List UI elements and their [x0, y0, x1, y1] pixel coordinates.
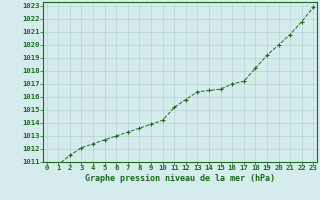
- X-axis label: Graphe pression niveau de la mer (hPa): Graphe pression niveau de la mer (hPa): [85, 174, 275, 183]
